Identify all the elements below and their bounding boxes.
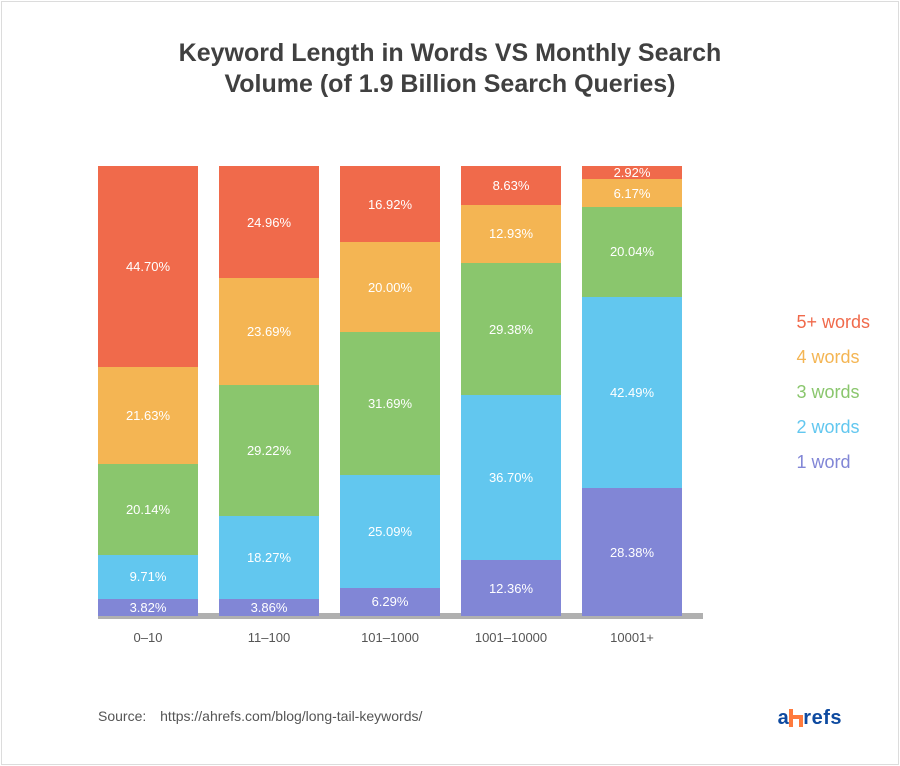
title-line-1: Keyword Length in Words VS Monthly Searc…: [179, 39, 722, 67]
logo-refs: refs: [803, 707, 842, 729]
stacked-bar-chart: 44.70%21.63%20.14%9.71%3.82%0–1024.96%23…: [98, 166, 703, 616]
stacked-bar: 44.70%21.63%20.14%9.71%3.82%: [98, 166, 198, 616]
legend-item: 1 word: [796, 452, 870, 473]
stacked-bar: 8.63%12.93%29.38%36.70%12.36%: [461, 166, 561, 616]
bar-segment: 23.69%: [219, 278, 319, 385]
bar-segment: 25.09%: [340, 475, 440, 588]
bar-group: 24.96%23.69%29.22%18.27%3.86%11–100: [219, 166, 319, 616]
bar-segment: 20.14%: [98, 464, 198, 555]
bar-segment: 24.96%: [219, 166, 319, 278]
bar-segment: 28.38%: [582, 488, 682, 616]
stacked-bar: 2.92%6.17%20.04%42.49%28.38%: [582, 166, 682, 616]
bar-group: 2.92%6.17%20.04%42.49%28.38%10001+: [582, 166, 682, 616]
chart-title: Keyword Length in Words VS Monthly Searc…: [2, 38, 898, 101]
bar-segment: 12.36%: [461, 560, 561, 616]
bar-segment: 9.71%: [98, 555, 198, 599]
bar-group: 8.63%12.93%29.38%36.70%12.36%1001–10000: [461, 166, 561, 616]
bar-segment: 6.17%: [582, 179, 682, 207]
bar-segment: 44.70%: [98, 166, 198, 367]
bar-segment: 36.70%: [461, 395, 561, 560]
legend-item: 4 words: [796, 347, 870, 368]
stacked-bar: 16.92%20.00%31.69%25.09%6.29%: [340, 166, 440, 616]
logo-a: a: [778, 707, 790, 729]
bar-segment: 3.86%: [219, 599, 319, 616]
bar-segment: 42.49%: [582, 297, 682, 488]
bar-segment: 3.82%: [98, 599, 198, 616]
bar-segment: 21.63%: [98, 367, 198, 464]
source-label: Source:: [98, 708, 146, 724]
x-axis-label: 101–1000: [340, 630, 440, 645]
x-axis-label: 11–100: [219, 630, 319, 645]
x-axis-label: 0–10: [98, 630, 198, 645]
legend: 5+ words 4 words 3 words 2 words 1 word: [796, 312, 870, 473]
bar-segment: 18.27%: [219, 516, 319, 598]
x-axis-label: 1001–10000: [461, 630, 561, 645]
bar-segment: 20.04%: [582, 207, 682, 297]
bar-segment: 31.69%: [340, 332, 440, 475]
stacked-bar: 24.96%23.69%29.22%18.27%3.86%: [219, 166, 319, 616]
bar-segment: 2.92%: [582, 166, 682, 179]
bar-group: 16.92%20.00%31.69%25.09%6.29%101–1000: [340, 166, 440, 616]
bar-segment: 20.00%: [340, 242, 440, 332]
legend-item: 2 words: [796, 417, 870, 438]
source-footer: Source: https://ahrefs.com/blog/long-tai…: [98, 708, 422, 724]
bar-segment: 8.63%: [461, 166, 561, 205]
source-url: https://ahrefs.com/blog/long-tail-keywor…: [160, 708, 422, 724]
chart-card: Keyword Length in Words VS Monthly Searc…: [1, 1, 899, 765]
ahrefs-logo: arefs: [778, 707, 842, 730]
bar-segment: 12.93%: [461, 205, 561, 263]
legend-item: 3 words: [796, 382, 870, 403]
x-axis-label: 10001+: [582, 630, 682, 645]
logo-h-glyph: [789, 709, 803, 727]
bar-segment: 6.29%: [340, 588, 440, 616]
legend-item: 5+ words: [796, 312, 870, 333]
title-line-2: Volume (of 1.9 Billion Search Queries): [224, 70, 675, 98]
bar-segment: 29.38%: [461, 263, 561, 395]
bar-group: 44.70%21.63%20.14%9.71%3.82%0–10: [98, 166, 198, 616]
bar-segment: 29.22%: [219, 385, 319, 516]
bar-segment: 16.92%: [340, 166, 440, 242]
